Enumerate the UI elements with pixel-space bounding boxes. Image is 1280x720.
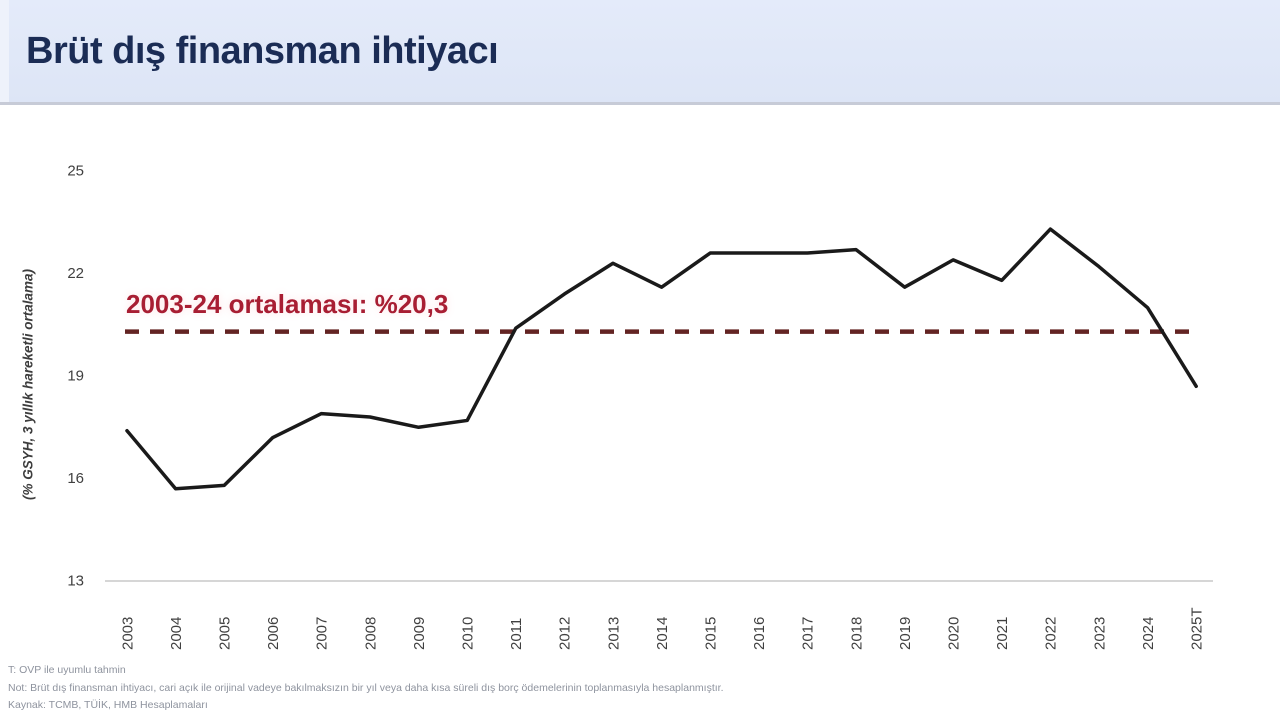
x-tick-label: 2021 bbox=[994, 617, 1011, 650]
x-tick-label: 2019 bbox=[897, 617, 914, 650]
x-tick-label: 2018 bbox=[848, 617, 865, 650]
y-tick-label: 13 bbox=[67, 573, 84, 590]
y-tick-label: 22 bbox=[67, 265, 84, 282]
x-tick-label: 2008 bbox=[362, 617, 379, 650]
footnote-source: Kaynak: TCMB, TÜİK, HMB Hesaplamaları bbox=[8, 699, 208, 711]
footnotes: T: OVP ile uyumlu tahmin Not: Brüt dış f… bbox=[8, 662, 724, 715]
x-tick-label: 2003 bbox=[119, 617, 136, 650]
x-tick-label: 2005 bbox=[216, 617, 233, 650]
x-tick-label: 2004 bbox=[168, 617, 185, 650]
x-tick-label: 2024 bbox=[1140, 617, 1157, 650]
average-annotation: 2003-24 ortalaması: %20,3 bbox=[126, 289, 449, 319]
x-tick-label: 2010 bbox=[459, 617, 476, 650]
x-tick-label: 2025T bbox=[1188, 607, 1205, 650]
x-tick-label: 2013 bbox=[605, 617, 622, 650]
x-tick-label: 2011 bbox=[508, 618, 525, 650]
x-tick-label: 2012 bbox=[557, 617, 574, 650]
x-tick-label: 2016 bbox=[751, 617, 768, 650]
x-tick-label: 2015 bbox=[702, 617, 719, 650]
footnote-forecast-definition: T: OVP ile uyumlu tahmin bbox=[8, 664, 126, 676]
page-title: Brüt dış finansman ihtiyacı bbox=[26, 30, 499, 72]
x-tick-label: 2014 bbox=[654, 617, 671, 650]
x-tick-label: 2022 bbox=[1043, 617, 1060, 650]
x-tick-label: 2006 bbox=[265, 617, 282, 650]
slide-header: Brüt dış finansman ihtiyacı bbox=[0, 0, 1280, 105]
series-line bbox=[125, 227, 1198, 491]
x-tick-label: 2017 bbox=[800, 617, 817, 650]
y-tick-label: 25 bbox=[67, 163, 84, 180]
x-tick-label: 2023 bbox=[1091, 617, 1108, 650]
x-tick-label: 2007 bbox=[314, 617, 331, 650]
footnote-methodology-note: Not: Brüt dış finansman ihtiyacı, cari a… bbox=[8, 681, 724, 694]
x-tick-label: 2020 bbox=[945, 617, 962, 650]
y-tick-label: 16 bbox=[67, 470, 84, 487]
y-axis-title: (% GSYH, 3 yıllık hareketli ortalama) bbox=[20, 268, 36, 501]
y-tick-label: 19 bbox=[67, 368, 84, 385]
x-tick-label: 2009 bbox=[411, 617, 428, 650]
